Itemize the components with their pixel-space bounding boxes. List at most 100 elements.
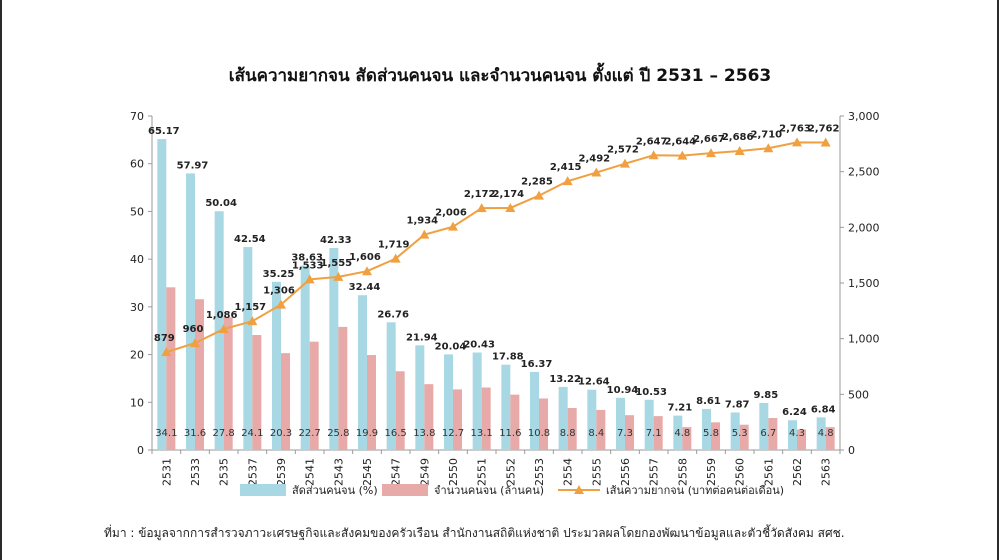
bar-poverty-ratio (272, 281, 281, 450)
bar-poverty-ratio (530, 371, 539, 450)
bar-poor-count-label: 10.8 (528, 428, 550, 439)
bar-poverty-ratio (157, 139, 167, 450)
bar-poverty-ratio-label: 32.44 (349, 282, 381, 293)
bar-poor-count-label: 12.7 (442, 428, 464, 439)
bar-poor-count (223, 317, 233, 450)
poverty-line-marker (706, 148, 716, 158)
bar-poor-count-label: 13.8 (413, 428, 435, 439)
bar-poor-count-label: 4.8 (818, 428, 834, 439)
poverty-line-marker (534, 190, 544, 200)
x-axis-tick-label: 2539 (275, 458, 288, 486)
bar-poverty-ratio-label: 8.61 (696, 396, 721, 407)
poverty-line-marker (304, 274, 315, 284)
x-axis-tick-label: 2556 (619, 458, 632, 486)
poverty-line-label: 2,644 (665, 137, 697, 148)
bar-poor-count (453, 389, 462, 450)
source-note: ที่มา : ข้อมูลจากการสำรวจภาวะเศรษฐกิจและ… (104, 526, 845, 540)
poverty-line-marker (734, 145, 745, 155)
left-axis-tick-label: 20 (130, 349, 144, 362)
bar-poverty-ratio (788, 420, 797, 450)
poverty-line-marker (333, 271, 344, 281)
poverty-line-label: 2,710 (751, 129, 783, 140)
bar-poor-count-label: 19.9 (356, 428, 378, 439)
poverty-line-marker (620, 158, 630, 168)
poverty-line-label: 1,606 (349, 252, 381, 263)
poverty-line-label: 2,667 (693, 134, 725, 145)
x-axis-tick-label: 2562 (791, 458, 804, 486)
bar-poor-count (481, 387, 491, 450)
bar-poverty-ratio (816, 417, 826, 450)
x-axis-tick-label: 2559 (705, 458, 718, 486)
poverty-line-marker (763, 143, 774, 153)
bar-poor-count-label: 6.7 (760, 428, 776, 439)
poverty-line-label: 2,006 (435, 208, 467, 219)
bar-poor-count (309, 341, 319, 450)
poverty-line-marker (820, 137, 831, 147)
bar-poverty-ratio-label: 12.64 (578, 377, 610, 388)
bar-poor-count-label: 7.3 (617, 428, 633, 439)
bar-poor-count (768, 418, 778, 450)
bar-poverty-ratio-label: 21.94 (406, 332, 438, 343)
bar-poor-count-label: 8.4 (588, 428, 604, 439)
left-axis-tick-label: 0 (137, 444, 144, 457)
bar-poverty-ratio-label: 50.04 (205, 198, 237, 209)
poverty-line-label: 1,719 (378, 240, 410, 251)
left-axis-tick-label: 10 (130, 396, 144, 409)
bar-poor-count-label: 16.5 (385, 428, 407, 439)
bar-poor-count-label: 7.1 (646, 428, 662, 439)
x-axis-tick-label: 2552 (504, 458, 517, 486)
bar-poor-count-label: 4.8 (674, 428, 690, 439)
poverty-line-marker (218, 324, 229, 334)
bar-poor-count (195, 299, 204, 450)
bar-poverty-ratio (358, 295, 367, 450)
bar-poor-count-label: 5.8 (703, 428, 719, 439)
legend-swatch-poverty-ratio (240, 484, 286, 496)
poverty-line-label: 2,763 (779, 123, 811, 134)
bar-poverty-ratio-label: 13.22 (549, 374, 581, 385)
bar-poverty-ratio (415, 345, 425, 450)
bar-poverty-ratio (702, 408, 711, 450)
bar-poor-count (539, 398, 548, 450)
bar-poverty-ratio (558, 386, 568, 450)
bar-poor-count-label: 8.8 (560, 428, 576, 439)
x-axis-tick-label: 2549 (418, 458, 431, 486)
x-axis-tick-label: 2535 (218, 458, 231, 486)
bar-poverty-ratio (644, 399, 654, 450)
right-axis-tick-label: 2,500 (848, 166, 880, 179)
bar-poor-count-label: 27.8 (213, 428, 235, 439)
bar-poor-count (338, 326, 348, 450)
x-axis-tick-label: 2553 (533, 458, 546, 486)
legend-label-poverty-ratio: สัดส่วนคนจน (%) (292, 484, 378, 497)
poverty-line-marker (161, 347, 172, 357)
left-axis-tick-label: 60 (130, 158, 144, 171)
legend-label-poor-count: จำนวนคนจน (ล้านคน) (434, 484, 544, 497)
bar-poor-count-label: 34.1 (155, 428, 177, 439)
bar-poverty-ratio-label: 20.04 (435, 341, 467, 352)
bar-poor-count (682, 427, 692, 450)
bar-poverty-ratio (501, 364, 511, 450)
x-axis-tick-label: 2563 (820, 458, 833, 486)
chart-title: เส้นความยากจน สัดส่วนคนจน และจำนวนคนจน ต… (228, 66, 772, 86)
bar-poor-count (653, 416, 663, 450)
bar-poor-count-label: 25.8 (327, 428, 349, 439)
bar-poor-count (367, 355, 376, 450)
poverty-line-label: 2,492 (579, 154, 611, 165)
bar-poor-count-label: 22.7 (299, 428, 321, 439)
bar-poverty-ratio (386, 322, 396, 450)
poverty-line-path (166, 141, 826, 354)
bar-poor-count (739, 424, 749, 450)
bar-poverty-ratio (759, 403, 769, 450)
poverty-line-label: 2,285 (521, 177, 553, 188)
poverty-line-marker (505, 202, 516, 212)
bar-poor-count (395, 371, 405, 450)
right-axis-tick-label: 3,000 (848, 110, 880, 123)
poverty-line-label: 2,172 (464, 189, 496, 200)
left-axis-tick-label: 30 (130, 301, 144, 314)
poverty-line-label: 1,934 (407, 216, 439, 227)
bar-poor-count (711, 422, 720, 450)
poverty-line-label: 1,533 (292, 260, 324, 271)
x-axis-tick-label: 2543 (332, 458, 345, 486)
poverty-line-marker (390, 253, 401, 263)
poverty-line-marker (476, 203, 487, 213)
right-axis-tick-label: 2,000 (848, 221, 880, 234)
